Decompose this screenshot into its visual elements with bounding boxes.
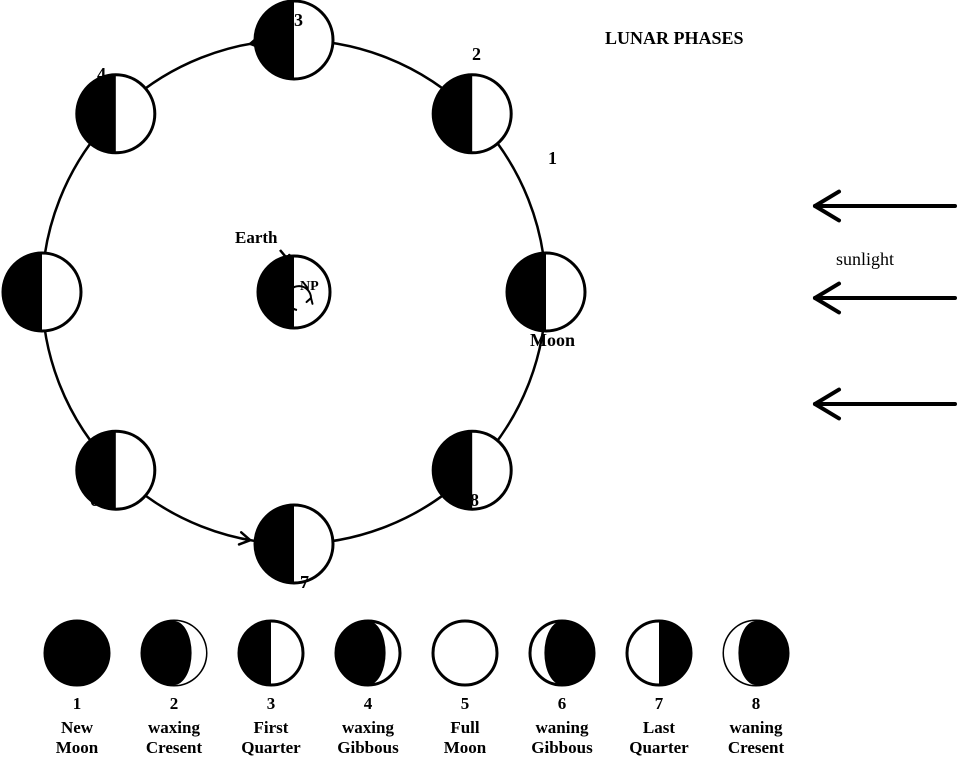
- phase-name: Last Quarter: [629, 718, 688, 757]
- orbit-position-number: 3: [294, 10, 303, 31]
- phase-name: waxing Cresent: [146, 718, 202, 757]
- phase-moon-icon: [333, 618, 403, 688]
- phase-moon-icon: [42, 618, 112, 688]
- phase-moon-icon: [527, 618, 597, 688]
- orbit-position-number: 2: [472, 44, 481, 65]
- phase-name: waxing Gibbous: [337, 718, 398, 757]
- phase-moon-icon: [236, 618, 306, 688]
- phase-moon-icon: [624, 618, 694, 688]
- sunlight-arrows: [0, 0, 960, 500]
- orbit-position-number: 8: [470, 490, 479, 511]
- phase-moon-icon: [139, 618, 209, 688]
- phase-item: 2 waxing Cresent: [139, 618, 209, 757]
- phase-number: 7: [655, 694, 664, 714]
- orbit-position-number: 6: [90, 490, 99, 511]
- phase-item: 1 New Moon: [42, 618, 112, 757]
- phase-number: 8: [752, 694, 761, 714]
- phase-number: 1: [73, 694, 82, 714]
- phase-name: New Moon: [56, 718, 99, 757]
- phase-item: 5 Full Moon: [430, 618, 500, 757]
- phase-item: 8 waning Cresent: [721, 618, 791, 757]
- lunar-phases-diagram: LUNAR PHASES NP Earth Moon sunlight 1234…: [0, 0, 960, 775]
- phase-name: Full Moon: [444, 718, 487, 757]
- phase-number: 5: [461, 694, 470, 714]
- phase-number: 4: [364, 694, 373, 714]
- phase-number: 2: [170, 694, 179, 714]
- phase-moon-icon: [721, 618, 791, 688]
- orbit-position-number: 7: [300, 572, 309, 593]
- phase-number: 6: [558, 694, 567, 714]
- phase-name: waning Cresent: [728, 718, 784, 757]
- phase-number: 3: [267, 694, 276, 714]
- phase-row: 1 New Moon 2 waxing Cresent 3 First Quarter 4 w…: [42, 618, 802, 757]
- phase-name: First Quarter: [241, 718, 300, 757]
- phase-item: 4 waxing Gibbous: [333, 618, 403, 757]
- phase-item: 6 waning Gibbous: [527, 618, 597, 757]
- phase-moon-icon: [430, 618, 500, 688]
- orbit-position-number: 1: [548, 148, 557, 169]
- orbit-position-number: 5: [16, 276, 25, 297]
- phase-item: 3 First Quarter: [236, 618, 306, 757]
- phase-name: waning Gibbous: [531, 718, 592, 757]
- phase-item: 7 Last Quarter: [624, 618, 694, 757]
- orbit-position-number: 4: [97, 64, 106, 85]
